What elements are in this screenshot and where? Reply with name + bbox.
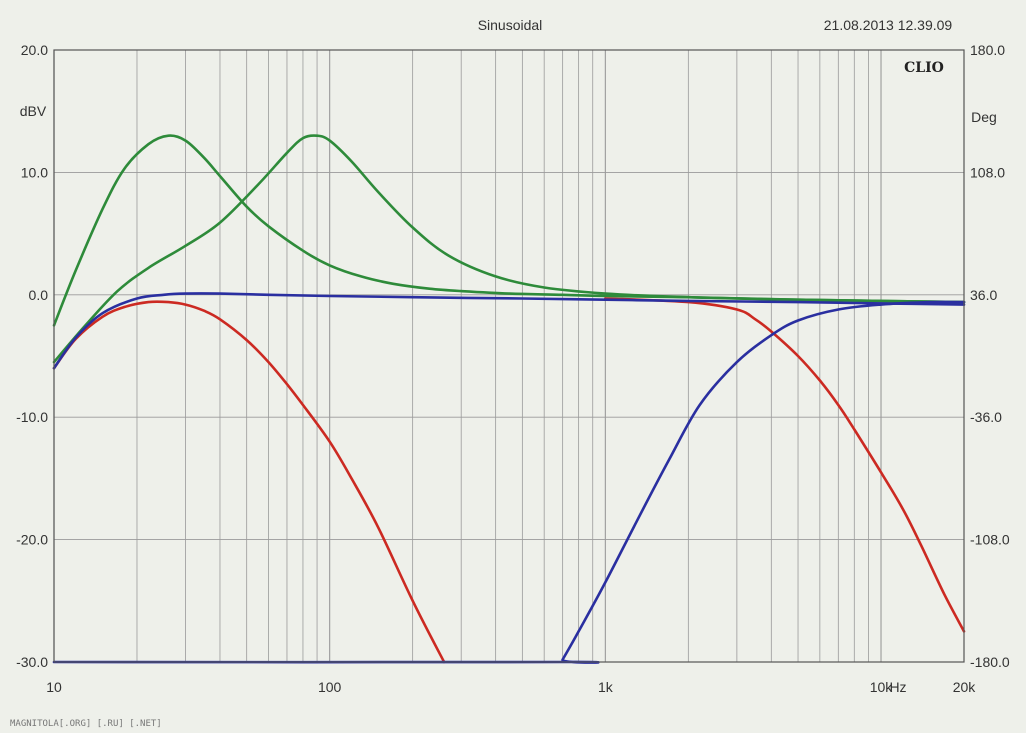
series-line-red-4 xyxy=(604,297,966,633)
y-tick-label: -20.0 xyxy=(16,532,48,548)
footer-watermark: MAGNITOLA[.ORG] [.RU] [.NET] xyxy=(10,719,162,729)
x-tick-label: 20k xyxy=(953,679,977,695)
x-tick-label: 100 xyxy=(318,679,342,695)
series-line-red-3 xyxy=(52,300,446,664)
chart-title: Sinusoidal xyxy=(478,17,543,33)
y-tick-label: -10.0 xyxy=(16,409,48,425)
y2-tick-label: -180.0 xyxy=(970,654,1010,670)
x-axis-unit: Hz xyxy=(889,679,906,695)
y2-tick-label: -36.0 xyxy=(970,409,1002,425)
grid xyxy=(53,49,965,663)
x-tick-label: 1k xyxy=(598,679,614,695)
x-tick-label: 10k xyxy=(870,679,894,695)
clio-logo: CLIO xyxy=(904,60,944,76)
y-tick-label: 0.0 xyxy=(29,287,49,303)
y-tick-label: -30.0 xyxy=(16,654,48,670)
series-line-green-2 xyxy=(52,134,966,364)
y-axis-label: dBV xyxy=(20,103,47,119)
y2-axis-label: Deg xyxy=(971,109,997,125)
timestamp: 21.08.2013 12.39.09 xyxy=(824,17,953,33)
y2-tick-label: 36.0 xyxy=(970,287,997,303)
series-line-blue-5 xyxy=(52,292,966,370)
y2-tick-label: 180.0 xyxy=(970,42,1005,58)
x-tick-label: 10 xyxy=(46,679,62,695)
y-tick-label: 20.0 xyxy=(21,42,48,58)
y2-tick-label: 108.0 xyxy=(970,164,1005,180)
axis-ticks: 20.0 10.0 0.0 -10.0 -20.0 -30.0 180.0 108.0 36.0… xyxy=(16,42,1010,695)
series-line-green-1 xyxy=(52,134,966,327)
plot-frame xyxy=(53,49,965,663)
y2-tick-label: -108.0 xyxy=(970,532,1010,548)
y-tick-label: 10.0 xyxy=(21,164,48,180)
